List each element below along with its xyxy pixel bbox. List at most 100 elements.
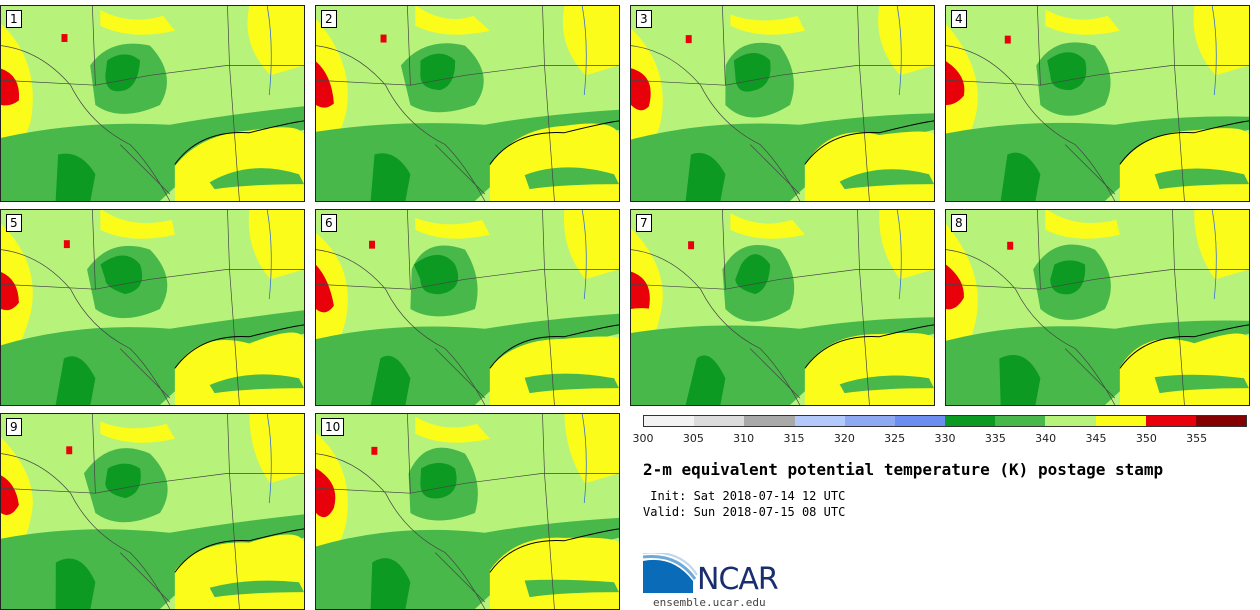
- hot-spot: [316, 61, 334, 108]
- dry-region: [1045, 210, 1120, 239]
- very-moist-region: [413, 254, 459, 295]
- river: [581, 414, 587, 504]
- member-panel: 8: [945, 209, 1250, 406]
- member-number: 4: [951, 10, 967, 28]
- member-panel: 9: [0, 413, 305, 610]
- dry-region: [100, 9, 175, 35]
- moist-region: [1154, 374, 1249, 394]
- dry-region: [563, 210, 619, 280]
- hot-spot: [63, 240, 70, 249]
- state-border: [316, 210, 619, 405]
- member-panel: 10: [315, 413, 620, 610]
- site-url: ensemble.ucar.edu: [653, 596, 766, 609]
- colorbar-segment: [694, 416, 745, 426]
- hot-spot: [946, 61, 965, 105]
- colorbar-tick-label: 315: [783, 432, 805, 445]
- colorbar-segment: [894, 416, 946, 426]
- state-border: [1, 6, 304, 201]
- colorbar-ticks: 300 305 310 315 320 325 330 335 340 345 350 355: [633, 432, 1247, 448]
- dry-region: [100, 421, 175, 443]
- colorbar-tick-label: 345: [1085, 432, 1107, 445]
- border-river: [1, 45, 171, 201]
- dry-region: [249, 414, 304, 484]
- border-river: [631, 249, 801, 405]
- dry-region: [730, 14, 805, 35]
- dry-region: [878, 6, 934, 76]
- chart-title: 2-m equivalent potential temperature (K)…: [643, 460, 1164, 479]
- colorbar-tick-label: 350: [1135, 432, 1157, 445]
- hot-spot: [631, 68, 651, 111]
- hot-spot: [688, 241, 695, 250]
- dry-region: [730, 213, 805, 239]
- member-number: 3: [636, 10, 652, 28]
- hot-spot: [369, 240, 375, 249]
- map-field: [1, 210, 304, 405]
- colorbar-tick-label: 320: [833, 432, 855, 445]
- dry-region: [415, 6, 490, 35]
- very-moist-region: [370, 355, 411, 405]
- colorbar-tick-label: 305: [682, 432, 704, 445]
- colorbar-segment: [1045, 416, 1096, 426]
- state-border: [316, 6, 619, 201]
- member-panel: 1: [0, 5, 305, 202]
- member-number: 9: [6, 418, 22, 436]
- colorbar-segment: [1145, 416, 1196, 426]
- river: [581, 210, 587, 300]
- member-number: 2: [321, 10, 337, 28]
- colorbar-segment: [844, 416, 895, 426]
- river: [1211, 210, 1217, 300]
- dry-region: [247, 6, 304, 76]
- river: [266, 210, 272, 300]
- very-moist-region: [370, 558, 411, 609]
- state-border: [946, 210, 1249, 405]
- member-panel: 7: [630, 209, 935, 406]
- dry-region: [879, 210, 934, 280]
- member-number: 7: [636, 214, 652, 232]
- border-river: [316, 249, 486, 405]
- state-border: [631, 6, 934, 201]
- moist-region: [524, 373, 619, 394]
- moist-region: [209, 374, 304, 394]
- logo-text: NCAR: [697, 562, 779, 597]
- moist-region: [209, 580, 304, 598]
- colorbar-tick-label: 325: [884, 432, 906, 445]
- member-panel: 5: [0, 209, 305, 406]
- state-border: [946, 6, 1249, 201]
- map-field: [316, 6, 619, 201]
- river: [896, 6, 902, 96]
- river: [581, 6, 587, 96]
- dry-region: [1045, 9, 1120, 35]
- colorbar-tick-label: 300: [632, 432, 654, 445]
- colorbar-tick-label: 310: [733, 432, 755, 445]
- dry-region: [248, 210, 304, 280]
- very-moist-region: [999, 354, 1041, 405]
- very-moist-region: [1047, 52, 1087, 91]
- very-moist-region: [55, 558, 96, 609]
- border-river: [1, 249, 171, 405]
- border-river: [316, 453, 486, 609]
- very-moist-region: [685, 355, 726, 405]
- dry-region: [100, 210, 175, 239]
- moist-region: [524, 167, 619, 190]
- coastline: [174, 528, 304, 573]
- colorbar-segment: [1195, 416, 1247, 426]
- colorbar-tick-label: 335: [984, 432, 1006, 445]
- map-field: [1, 6, 304, 201]
- hot-spot: [1007, 241, 1014, 250]
- hot-spot: [1, 475, 19, 515]
- member-number: 8: [951, 214, 967, 232]
- map-field: [946, 210, 1249, 405]
- river: [896, 210, 902, 300]
- coastline: [804, 324, 934, 369]
- very-moist-region: [370, 153, 411, 201]
- hot-spot: [1, 68, 20, 106]
- border-river: [631, 45, 801, 201]
- ncar-logo-icon: [643, 553, 698, 593]
- border-river: [316, 45, 486, 201]
- hot-spot: [631, 271, 650, 309]
- very-moist-region: [685, 152, 726, 201]
- member-number: 6: [321, 214, 337, 232]
- coastline: [174, 324, 304, 369]
- map-field: [316, 414, 619, 609]
- valid-time: Valid: Sun 2018-07-15 08 UTC: [643, 505, 846, 519]
